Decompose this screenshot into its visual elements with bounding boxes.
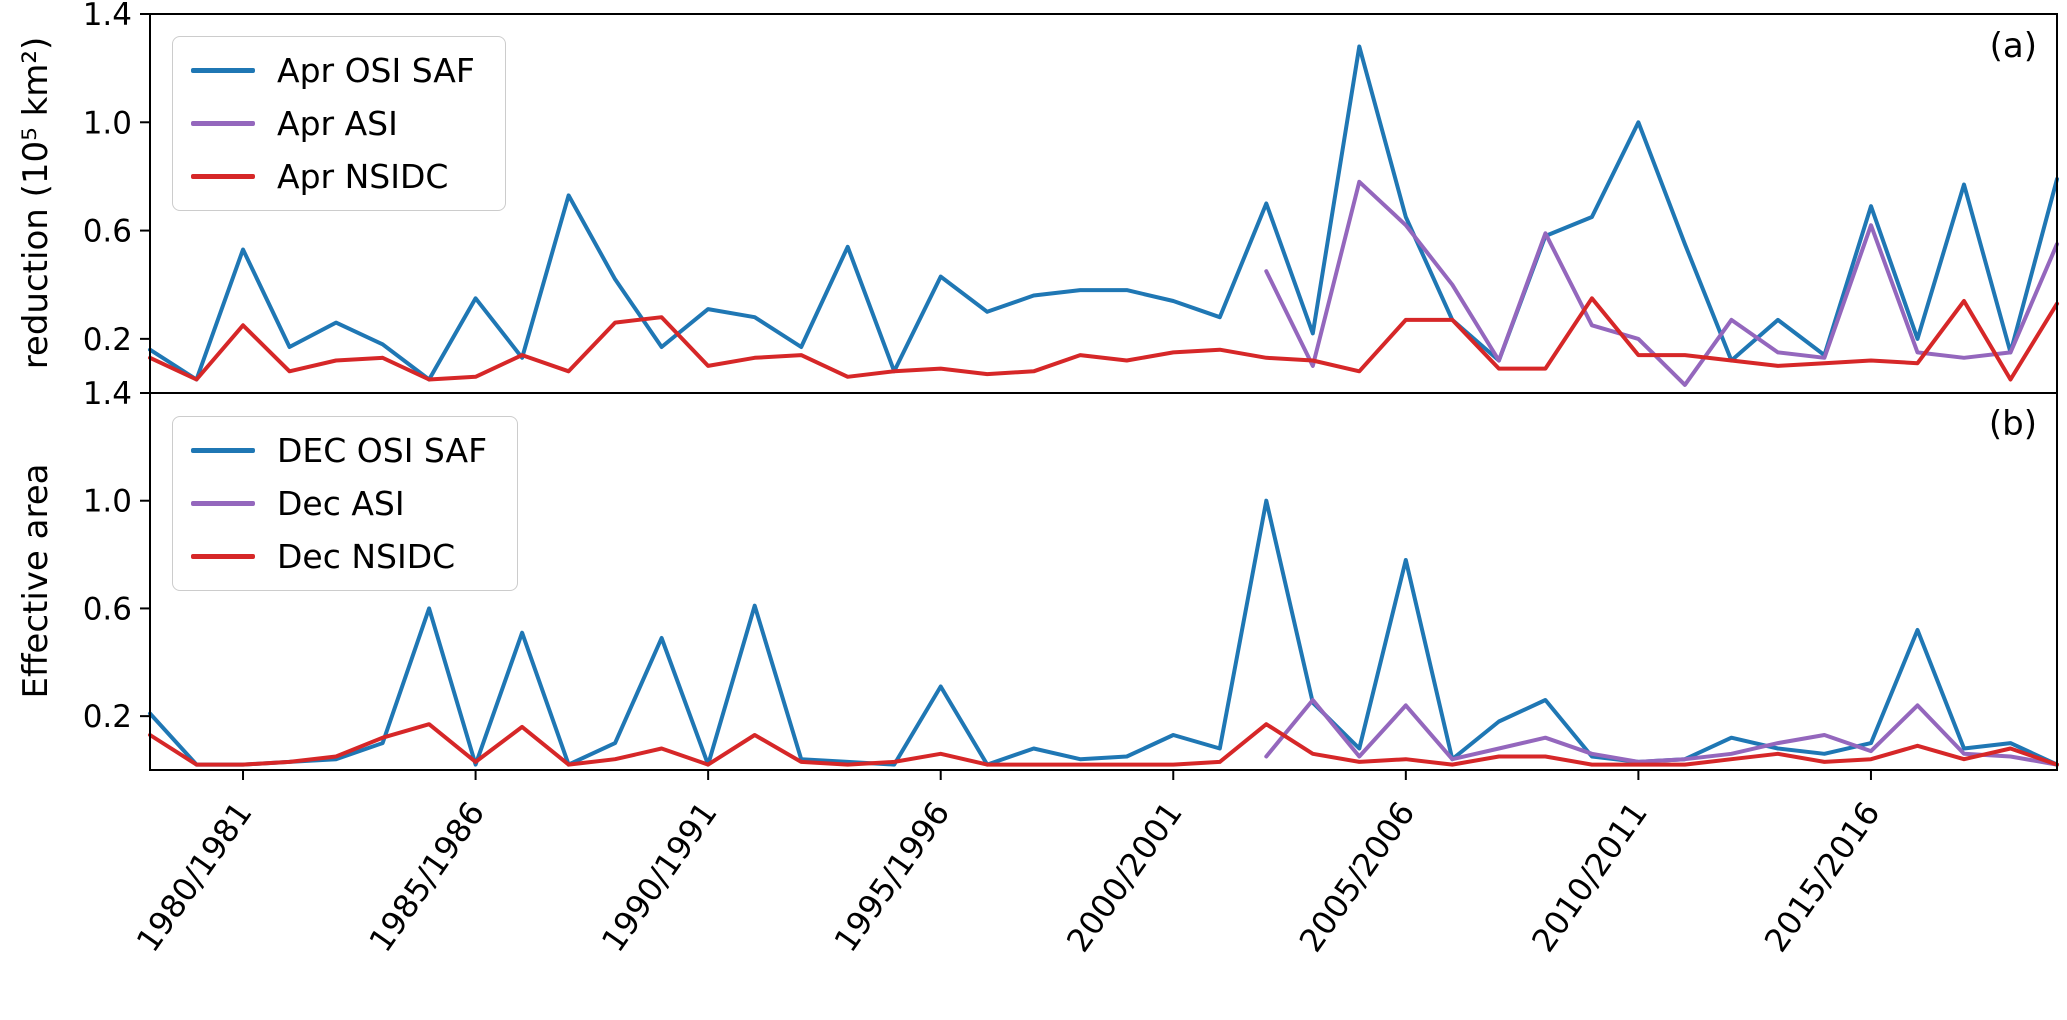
svg-text:1980/1981: 1980/1981 — [129, 795, 260, 959]
svg-text:2000/2001: 2000/2001 — [1059, 795, 1190, 959]
svg-text:0.6: 0.6 — [83, 214, 132, 250]
svg-text:2010/2011: 2010/2011 — [1524, 795, 1655, 959]
legend-item: Apr ASI — [191, 104, 475, 143]
svg-text:1985/1986: 1985/1986 — [361, 795, 492, 959]
svg-text:1.4: 1.4 — [83, 0, 132, 33]
svg-text:2005/2006: 2005/2006 — [1292, 795, 1423, 959]
legend-label: DEC OSI SAF — [277, 431, 488, 470]
legend-item: DEC OSI SAF — [191, 431, 487, 470]
legend-line-sample-red — [191, 554, 255, 559]
legend-label: Dec ASI — [277, 484, 405, 523]
svg-text:0.2: 0.2 — [83, 699, 132, 735]
svg-text:1995/1996: 1995/1996 — [827, 795, 958, 959]
svg-text:1.0: 1.0 — [83, 484, 132, 520]
legend-item: Dec ASI — [191, 484, 487, 523]
panel-label-b: (b) — [1988, 404, 2037, 444]
legend-item: Apr NSIDC — [191, 157, 475, 196]
svg-text:0.2: 0.2 — [83, 322, 132, 358]
legend-panel-b: DEC OSI SAF Dec ASI Dec NSIDC — [172, 416, 519, 591]
legend-line-sample-blue — [191, 68, 255, 73]
y-axis-label-bottom: Effective area — [16, 463, 56, 699]
legend-label: Dec NSIDC — [277, 537, 456, 576]
svg-text:2015/2016: 2015/2016 — [1757, 795, 1888, 959]
legend-panel-a: Apr OSI SAF Apr ASI Apr NSIDC — [172, 36, 506, 211]
legend-label: Apr OSI SAF — [277, 51, 475, 90]
legend-line-sample-purple — [191, 501, 255, 506]
svg-text:1990/1991: 1990/1991 — [594, 795, 725, 959]
legend-item: Apr OSI SAF — [191, 51, 475, 90]
svg-text:1.4: 1.4 — [83, 376, 132, 412]
legend-item: Dec NSIDC — [191, 537, 487, 576]
legend-line-sample-red — [191, 174, 255, 179]
svg-text:1.0: 1.0 — [83, 105, 132, 141]
svg-text:0.6: 0.6 — [83, 591, 132, 627]
panel-label-a: (a) — [1989, 26, 2037, 66]
legend-line-sample-blue — [191, 448, 255, 453]
y-axis-label-top: reduction (10⁵ km²) — [16, 36, 56, 370]
legend-line-sample-purple — [191, 121, 255, 126]
legend-label: Apr NSIDC — [277, 157, 449, 196]
legend-label: Apr ASI — [277, 104, 398, 143]
